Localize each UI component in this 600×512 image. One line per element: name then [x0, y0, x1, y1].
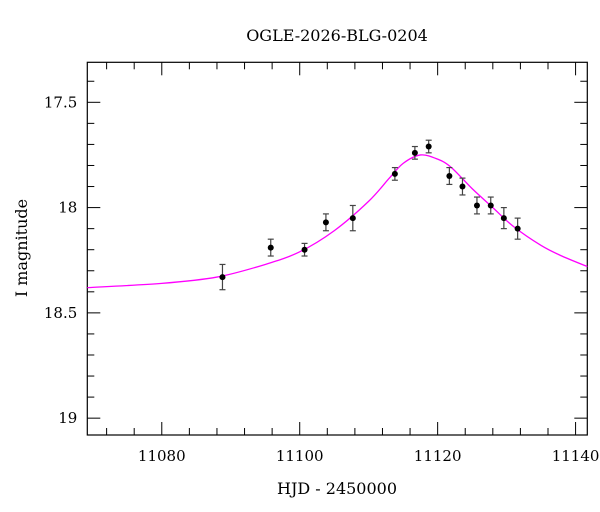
y-tick-label: 19 — [58, 409, 77, 427]
data-marker — [500, 215, 507, 222]
data-marker — [301, 246, 308, 253]
data-point — [473, 196, 480, 215]
model-curve — [87, 154, 588, 289]
x-tick-label: 11100 — [276, 447, 324, 465]
data-marker — [219, 274, 226, 281]
x-tick-label: 11080 — [138, 447, 186, 465]
model-curve-group — [87, 154, 588, 289]
data-marker — [514, 225, 521, 232]
data-point — [425, 139, 432, 154]
data-marker — [267, 244, 274, 251]
data-marker — [446, 173, 453, 180]
y-tick-label: 17.5 — [44, 93, 77, 111]
data-point — [322, 213, 329, 232]
data-marker — [473, 202, 480, 209]
data-point — [219, 263, 226, 291]
data-marker — [322, 219, 329, 226]
data-marker — [459, 183, 466, 190]
data-marker — [487, 202, 494, 209]
data-point — [391, 166, 398, 181]
x-axis-label: HJD - 2450000 — [277, 479, 397, 498]
data-point — [487, 196, 494, 215]
data-marker — [425, 143, 432, 150]
data-point — [446, 166, 453, 186]
data-point — [514, 217, 521, 240]
data-point — [267, 238, 274, 257]
data-marker — [349, 215, 356, 222]
axes: 11080 11100 11120 11140 17.5 18 18.5 19 — [44, 61, 600, 465]
chart-title: OGLE-2026-BLG-0204 — [246, 26, 428, 45]
data-marker — [411, 149, 418, 156]
data-point — [500, 206, 507, 230]
y-tick-label: 18 — [58, 199, 77, 217]
data-point — [301, 242, 308, 257]
plot-frame — [86, 61, 588, 436]
data-point — [349, 204, 356, 232]
x-tick-label: 11120 — [414, 447, 462, 465]
data-point — [411, 145, 418, 160]
y-axis-label: I magnitude — [12, 199, 31, 297]
data-marker — [391, 170, 398, 177]
x-tick-label: 11140 — [552, 447, 600, 465]
y-tick-label: 18.5 — [44, 304, 77, 322]
data-point — [459, 177, 466, 196]
data-points-group — [219, 139, 521, 291]
